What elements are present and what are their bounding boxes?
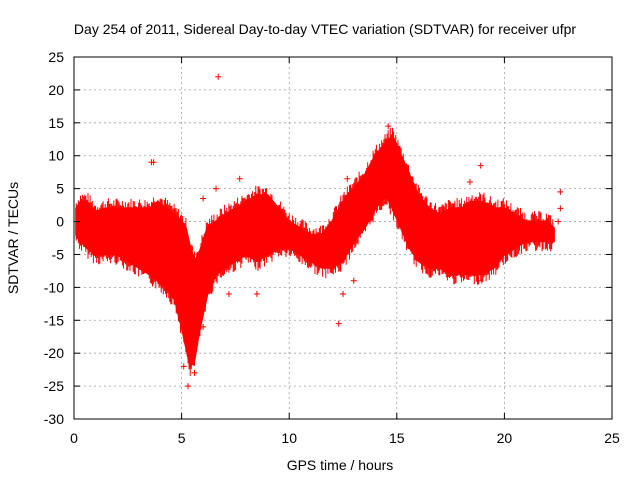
y-tick-label: 10 <box>48 148 64 164</box>
data-point <box>340 290 346 297</box>
data-point <box>236 175 243 182</box>
data-point <box>344 175 351 182</box>
y-tick-label: -15 <box>44 312 64 328</box>
x-tick-label: 25 <box>604 430 620 446</box>
plot-frame <box>73 56 613 420</box>
data-point <box>385 123 392 130</box>
y-tick-label: -30 <box>44 411 64 427</box>
x-tick-label: 5 <box>178 430 186 446</box>
data-point <box>213 185 220 192</box>
y-tick-label: -5 <box>52 246 65 262</box>
y-axis-label: SDTVAR / TECUs <box>5 182 21 294</box>
data-point <box>200 323 207 330</box>
y-tick-label: -20 <box>44 345 64 361</box>
chart-title: Day 254 of 2011, Sidereal Day-to-day VTE… <box>74 21 576 37</box>
data-point <box>191 369 198 376</box>
data-point <box>555 218 562 225</box>
y-tick-label: -25 <box>44 378 64 394</box>
data-point <box>466 179 473 186</box>
x-tick-label: 10 <box>281 430 297 446</box>
x-axis-label: GPS time / hours <box>287 457 394 473</box>
data-point <box>335 320 342 327</box>
axis-layer: 0 5 10 15 20 25 -30 -25 -20 -15 -10 -5 0 5 10 15 20 25 <box>44 49 620 446</box>
data-point <box>185 383 192 390</box>
data-point <box>557 188 564 195</box>
y-tick-label: 15 <box>48 115 64 131</box>
data-point <box>150 159 157 166</box>
data-point <box>200 195 207 202</box>
data-point <box>253 290 260 297</box>
data-point <box>225 290 232 297</box>
x-tick-label: 15 <box>389 430 405 446</box>
y-tick-label: 20 <box>48 82 64 98</box>
y-tick-label: 5 <box>56 181 64 197</box>
data-point <box>475 277 482 284</box>
x-tick-label: 0 <box>70 430 78 446</box>
data-point <box>350 277 357 284</box>
data-point <box>557 205 564 212</box>
data-point <box>477 162 484 169</box>
data-point <box>180 363 187 370</box>
y-tick-label: -10 <box>44 279 64 295</box>
data-layer <box>75 73 564 390</box>
y-tick-label: 0 <box>56 214 64 230</box>
y-tick-label: 25 <box>48 49 64 65</box>
x-tick-label: 20 <box>497 430 513 446</box>
data-point <box>215 73 222 80</box>
